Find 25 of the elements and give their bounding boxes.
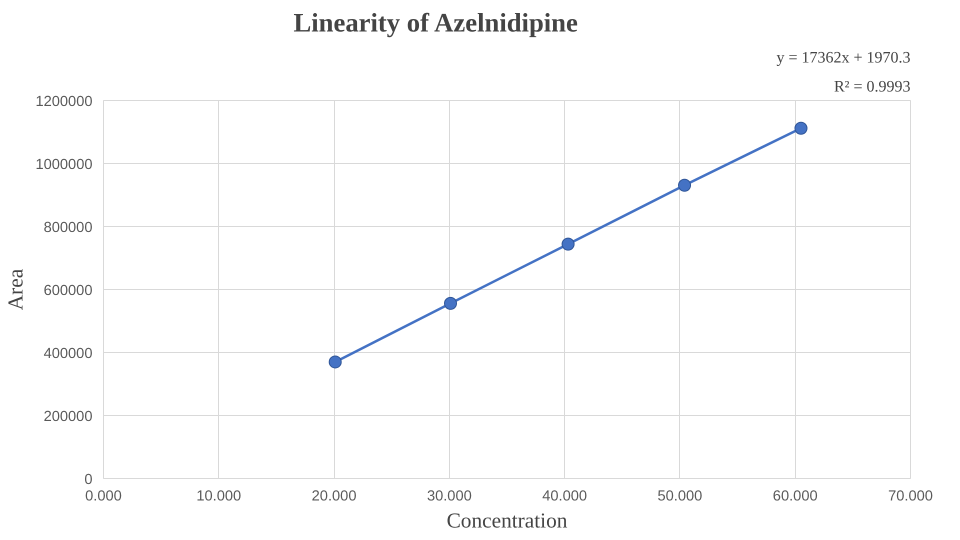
chart-title: Linearity of Azelnidipine xyxy=(294,8,578,38)
y-tick-label: 1200000 xyxy=(35,94,93,110)
y-tick-label: 400000 xyxy=(44,346,93,362)
y-axis-title: Area xyxy=(3,268,28,310)
y-tick-label: 200000 xyxy=(44,409,93,425)
x-tick-label: 20.000 xyxy=(312,488,356,504)
point xyxy=(678,178,692,192)
x-tick-label: 70.000 xyxy=(888,488,933,504)
y-tick-label: 0 xyxy=(84,472,93,488)
y-tick-label: 800000 xyxy=(44,220,93,236)
y-tick-label: 1000000 xyxy=(35,157,93,173)
x-tick-label: 40.000 xyxy=(542,488,588,504)
point xyxy=(562,238,575,251)
x-tick-label: 60.000 xyxy=(772,488,818,504)
point xyxy=(328,355,342,368)
text: y = 17362x + 1970.3 xyxy=(776,50,910,66)
x-axis-title: Concentration xyxy=(446,508,568,532)
x-tick-label: 0.000 xyxy=(85,488,122,504)
x-tick-label: 30.000 xyxy=(426,488,472,504)
point xyxy=(794,122,808,135)
x-tick-label: 10.000 xyxy=(196,488,242,504)
y-tick-label: 600000 xyxy=(44,283,93,299)
x-tick-label: 50.000 xyxy=(658,488,702,504)
text: R² = 0.9993 xyxy=(834,78,911,96)
point xyxy=(444,296,458,310)
